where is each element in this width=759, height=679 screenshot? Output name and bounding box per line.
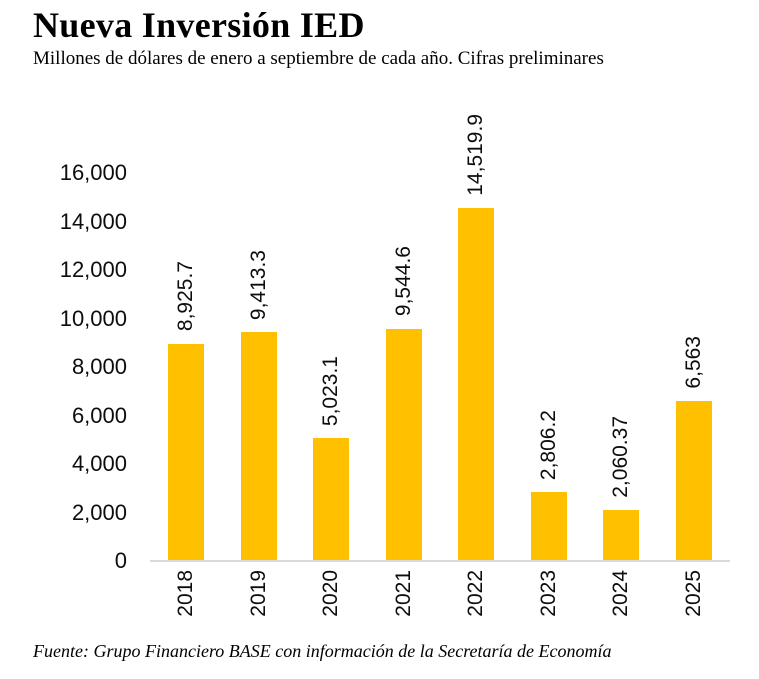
- bar-value-label: 14,519.9: [464, 114, 488, 196]
- bar-2022: [458, 207, 495, 560]
- bar-value-label: 8,925.7: [174, 261, 198, 332]
- bar-value-label-anchor: 5,023.1: [318, 356, 344, 431]
- bar-value-label-anchor: 2,060.37: [608, 416, 634, 503]
- y-axis-tick-label: 2,000: [71, 499, 127, 525]
- bar-chart: 0 2,000 4,000 6,000 8,000 10,000 12,000 14,000 1…: [0, 114, 759, 617]
- x-axis-label: 2018: [174, 570, 198, 617]
- bar-value-label-anchor: 8,925.7: [173, 261, 199, 336]
- y-axis-tick-label: 14,000: [59, 208, 127, 234]
- bar-value-label-anchor: 14,519.9: [463, 114, 489, 201]
- y-axis-tick-label: 4,000: [71, 451, 127, 476]
- bar-value-label: 6,563: [681, 336, 705, 389]
- bar-2024: [603, 510, 640, 560]
- x-axis-label: 2025: [681, 570, 705, 617]
- source-note: Fuente: Grupo Financiero BASE con inform…: [33, 641, 612, 661]
- y-axis-tick-label: 6,000: [71, 402, 127, 428]
- bar-2025: [675, 400, 712, 560]
- bar-value-label-anchor: 9,544.6: [391, 246, 417, 321]
- y-axis: 0 2,000 4,000 6,000 8,000 10,000 12,000 14,000 1…: [0, 160, 127, 573]
- y-axis-tick-label: 10,000: [59, 305, 127, 331]
- bar-value-label-anchor: 2,806.2: [536, 410, 562, 485]
- x-axis-label: 2019: [246, 570, 270, 617]
- x-axis-label: 2023: [536, 570, 560, 617]
- bar-2021: [385, 328, 422, 560]
- bar-value-label: 9,413.3: [246, 249, 270, 320]
- x-axis-label-anchor: 2020: [318, 570, 344, 622]
- x-axis-line: [150, 560, 730, 562]
- bar-value-label-anchor: 9,413.3: [246, 250, 272, 325]
- bar-value-label: 9,544.6: [391, 246, 415, 317]
- x-axis-label-anchor: 2024: [608, 570, 634, 622]
- x-axis-label-anchor: 2019: [246, 570, 272, 622]
- x-axis-label-anchor: 2022: [463, 570, 489, 622]
- x-axis-label-anchor: 2018: [173, 570, 199, 622]
- x-axis-label: 2020: [319, 570, 343, 617]
- bar-2020: [313, 438, 350, 560]
- x-axis-label-anchor: 2023: [536, 570, 562, 622]
- bar-value-label: 5,023.1: [319, 356, 343, 427]
- chart-subtitle: Millones de dólares de enero a septiembr…: [33, 48, 604, 69]
- bar-2018: [168, 343, 205, 560]
- plot-area: 8,925.7 2018 9,413.3 2019 5,023.1 2020 9,544.6…: [150, 114, 730, 617]
- y-axis-tick-label: 12,000: [59, 257, 127, 282]
- x-axis-label: 2024: [609, 570, 633, 617]
- x-axis-label: 2022: [464, 570, 488, 617]
- y-axis-tick-label: 0: [114, 548, 127, 573]
- bar-2019: [240, 331, 277, 560]
- x-axis-label: 2021: [391, 570, 415, 617]
- chart-title: Nueva Inversión IED: [33, 5, 365, 45]
- bar-value-label-anchor: 6,563: [681, 336, 707, 394]
- y-axis-tick-label: 8,000: [71, 354, 127, 379]
- bar-value-label: 2,806.2: [536, 409, 560, 480]
- x-axis-label-anchor: 2021: [391, 570, 417, 622]
- x-axis-label-anchor: 2025: [681, 570, 707, 622]
- bar-value-label: 2,060.37: [609, 416, 633, 499]
- bar-2023: [530, 491, 567, 560]
- y-axis-tick-label: 16,000: [59, 160, 127, 185]
